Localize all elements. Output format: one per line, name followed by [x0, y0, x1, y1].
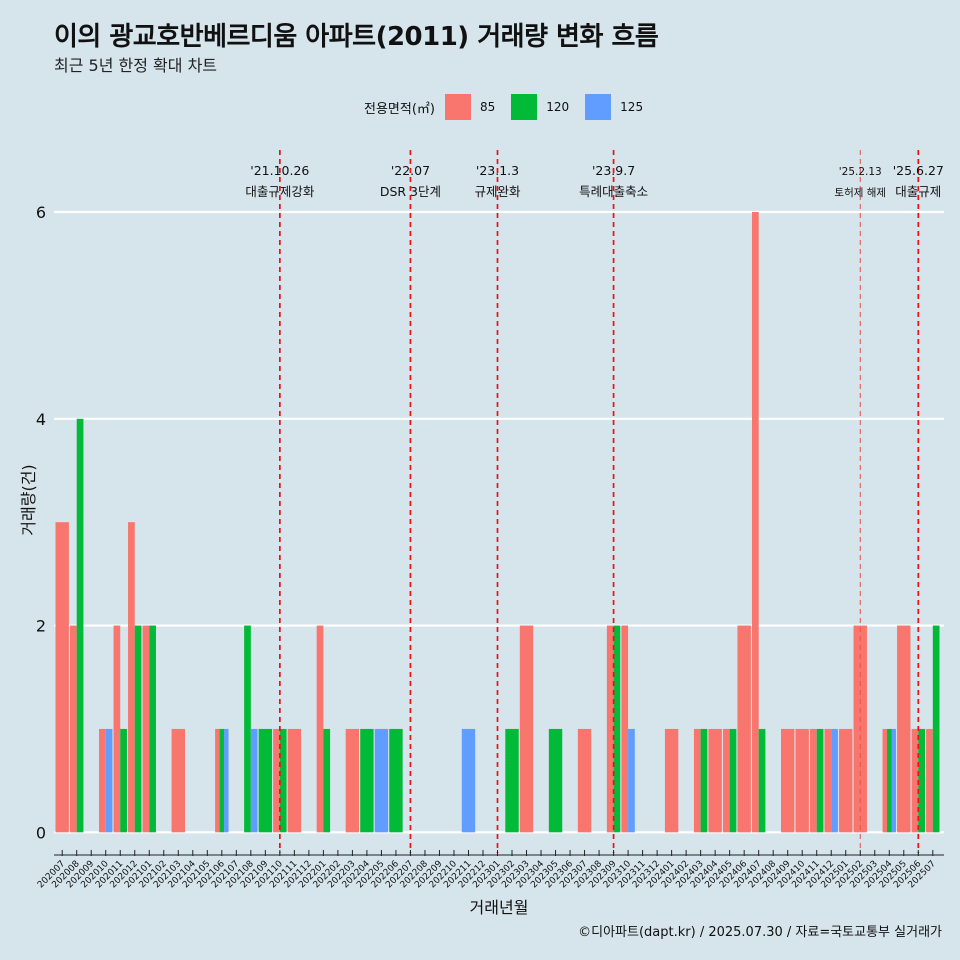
legend-item-125: 125	[585, 94, 651, 120]
bar-202309-85	[606, 625, 614, 833]
bar-202505-85	[897, 625, 911, 833]
bar-202411-85	[810, 728, 817, 833]
bar-202507-120	[932, 625, 940, 833]
bar-202309-120	[613, 625, 621, 833]
event-label-202502: 토허제 해제	[834, 186, 886, 199]
bar-202101-85	[142, 625, 150, 833]
legend-swatch-120	[511, 94, 538, 120]
bar-202506-120	[918, 728, 925, 833]
bar-202203-85	[345, 728, 360, 833]
bar-202302-120	[505, 728, 519, 833]
bar-202403-120	[700, 728, 708, 833]
bar-202412-85	[824, 728, 832, 833]
bar-202407-85	[751, 212, 759, 833]
legend: 전용면적(㎡) 85 120 125	[364, 93, 659, 121]
event-label-202207: DSR 3단계	[380, 184, 441, 199]
event-label-202301: 규제완화	[474, 184, 521, 199]
legend-label-85: 85	[479, 100, 496, 114]
legend-label-120: 120	[546, 100, 570, 114]
bar-202211-125	[461, 728, 476, 833]
bar-202303-85	[519, 625, 534, 833]
bar-202110-120	[279, 728, 287, 833]
legend-label-125: 125	[620, 100, 644, 114]
legend-swatch-85	[444, 94, 471, 120]
event-date-202309: '23.9.7	[592, 163, 635, 178]
bar-202205-125	[374, 728, 389, 833]
bar-202401-85	[664, 728, 679, 833]
bar-202106-85	[215, 728, 220, 833]
bar-202201-85	[316, 625, 324, 833]
legend-title: 전용면적(㎡)	[364, 101, 435, 117]
bar-202106-120	[219, 728, 225, 833]
chart-subtitle: 최근 5년 한정 확대 차트	[54, 56, 218, 75]
bar-202204-120	[360, 728, 374, 833]
bar-202310-125	[628, 728, 635, 833]
bar-202011-120	[120, 728, 127, 833]
chart-caption: ©디아파트(dapt.kr) / 2025.07.30 / 자료=국토교통부 실…	[578, 925, 942, 940]
y-tick-label-0: 0	[36, 823, 46, 842]
bar-202008-85	[70, 625, 77, 833]
event-label-202110: 대출규제강화	[245, 184, 315, 199]
bar-202108-125	[250, 728, 258, 833]
bar-202101-120	[149, 625, 156, 833]
bar-202506-85	[911, 728, 919, 833]
bar-202110-85	[273, 728, 280, 833]
bar-202403-85	[693, 728, 701, 833]
y-axis-title: 거래량(건)	[19, 464, 38, 535]
x-axis-title: 거래년월	[470, 898, 529, 917]
bar-202109-120	[258, 728, 273, 833]
bar-202504-125	[891, 728, 896, 833]
legend-item-85: 85	[444, 94, 503, 120]
bar-202504-120	[887, 728, 892, 833]
bar-202504-85	[882, 728, 888, 833]
y-tick-label-2: 2	[36, 617, 46, 636]
legend-item-120: 120	[511, 94, 577, 120]
bar-202011-85	[113, 625, 121, 833]
bar-202405-85	[722, 728, 730, 833]
bar-202305-120	[548, 728, 563, 833]
bar-202411-120	[816, 728, 824, 833]
event-date-202207: '22.07	[391, 163, 430, 178]
bar-202012-85	[128, 522, 135, 833]
legend-swatch-125	[585, 94, 612, 120]
bar-202106-125	[224, 728, 229, 833]
bar-202206-120	[389, 728, 403, 833]
bar-202409-85	[781, 728, 795, 833]
bar-202406-85	[737, 625, 751, 833]
bar-202007-85	[55, 522, 69, 833]
bar-202501-85	[839, 728, 853, 833]
event-date-202110: '21.10.26	[250, 163, 309, 178]
bar-202103-85	[171, 728, 185, 833]
bar-202412-125	[831, 728, 838, 833]
chart-title: 이의 광교호반베르디움 아파트(2011) 거래량 변화 흐름	[54, 22, 659, 52]
bar-202010-125	[105, 728, 113, 833]
bar-202404-85	[708, 728, 722, 833]
bar-202407-120	[758, 728, 766, 833]
bar-202012-120	[134, 625, 142, 833]
event-date-202506: '25.6.27	[893, 163, 944, 178]
event-date-202502: '25.2.13	[839, 166, 882, 178]
bar-202307-85	[577, 728, 592, 833]
y-tick-label-4: 4	[36, 410, 46, 429]
bar-202111-85	[287, 728, 302, 833]
bar-202201-120	[323, 728, 331, 833]
bar-202008-120	[76, 418, 84, 833]
bar-202410-85	[795, 728, 809, 833]
bar-202507-85	[926, 728, 933, 833]
y-tick-label-6: 6	[36, 203, 46, 222]
event-date-202301: '23.1.3	[476, 163, 519, 178]
bar-202310-85	[621, 625, 629, 833]
bar-202108-120	[244, 625, 251, 833]
event-label-202309: 특례대출축소	[579, 184, 648, 199]
bar-202405-120	[729, 728, 737, 833]
bar-202010-85	[99, 728, 106, 833]
event-label-202506: 대출규제	[895, 184, 941, 199]
